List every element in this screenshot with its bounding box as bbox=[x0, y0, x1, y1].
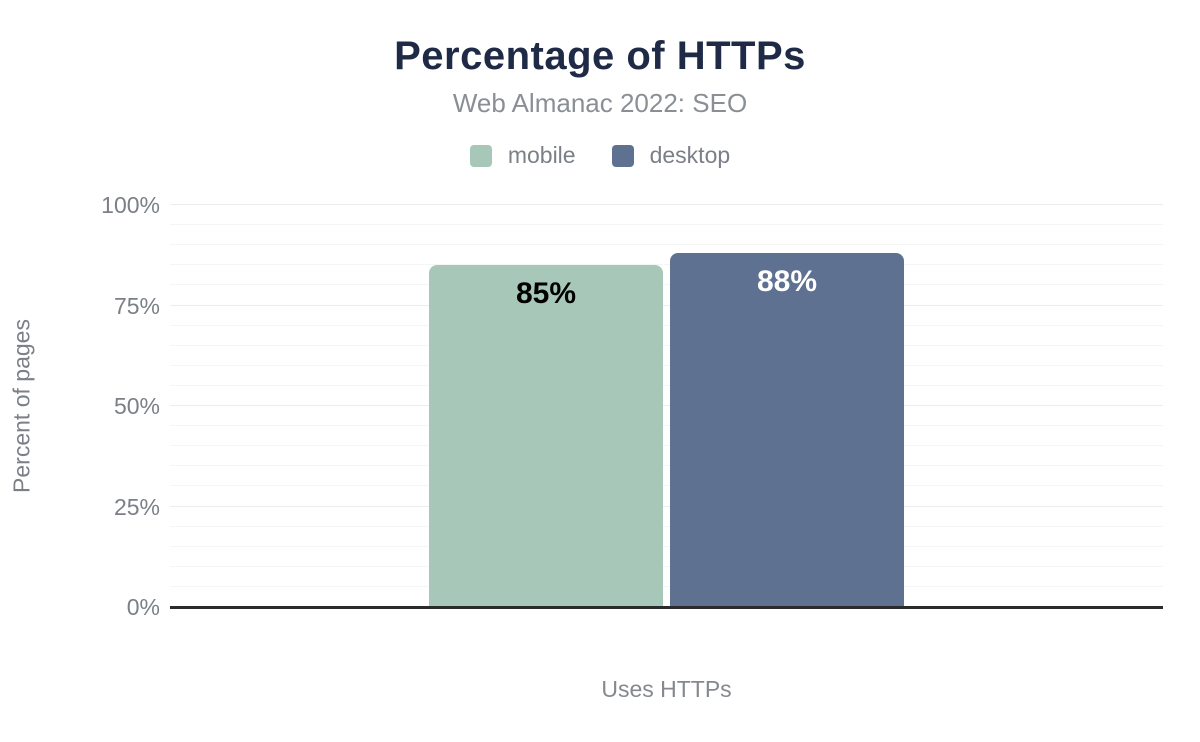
gridline bbox=[170, 244, 1163, 246]
gridline bbox=[170, 264, 1163, 266]
gridline bbox=[170, 324, 1163, 326]
y-axis-title: Percent of pages bbox=[8, 319, 35, 493]
gridline bbox=[170, 485, 1163, 487]
gridline bbox=[170, 425, 1163, 427]
y-tick-label: 25% bbox=[113, 493, 160, 520]
gridline bbox=[170, 344, 1163, 346]
x-axis-line bbox=[170, 606, 1163, 609]
gridline bbox=[170, 525, 1163, 527]
y-tick-label: 0% bbox=[126, 594, 160, 620]
gridline bbox=[170, 465, 1163, 467]
legend-item-mobile[interactable]: mobile bbox=[469, 142, 576, 169]
legend-item-desktop[interactable]: desktop bbox=[611, 142, 731, 169]
chart-subtitle: Web Almanac 2022: SEO bbox=[452, 88, 748, 118]
legend-label-desktop: desktop bbox=[649, 142, 731, 168]
bar-group: 85% 88% bbox=[170, 205, 1163, 607]
y-tick-label: 100% bbox=[101, 192, 160, 218]
legend-label-mobile: mobile bbox=[507, 142, 576, 168]
gridline bbox=[170, 545, 1163, 547]
gridline bbox=[170, 284, 1163, 286]
bar-mobile[interactable]: 85% bbox=[429, 265, 663, 607]
gridline bbox=[170, 565, 1163, 567]
gridline bbox=[170, 505, 1163, 507]
gridline bbox=[170, 585, 1163, 587]
gridline bbox=[170, 445, 1163, 447]
gridline bbox=[170, 304, 1163, 306]
gridline bbox=[170, 224, 1163, 226]
y-tick-label: 50% bbox=[113, 393, 160, 419]
legend-swatch-mobile-icon bbox=[469, 144, 492, 167]
bar-desktop[interactable]: 88% bbox=[670, 253, 904, 607]
legend: mobile desktop bbox=[0, 142, 1200, 169]
chart-title: Percentage of HTTPs bbox=[394, 34, 806, 78]
legend-swatch-desktop-icon bbox=[611, 144, 634, 167]
y-tick-label: 75% bbox=[113, 292, 160, 319]
bar-value-label-desktop: 88% bbox=[756, 265, 818, 299]
gridline bbox=[170, 405, 1163, 406]
gridline bbox=[170, 204, 1163, 205]
bar-value-label-mobile: 85% bbox=[515, 277, 577, 311]
plot-area: 0% 25% 50% 75% 100% Percent of pages 85% 88%… bbox=[9, 192, 1163, 702]
gridline bbox=[170, 384, 1163, 386]
gridline bbox=[170, 364, 1163, 366]
x-axis-title: Uses HTTPs bbox=[601, 676, 732, 702]
